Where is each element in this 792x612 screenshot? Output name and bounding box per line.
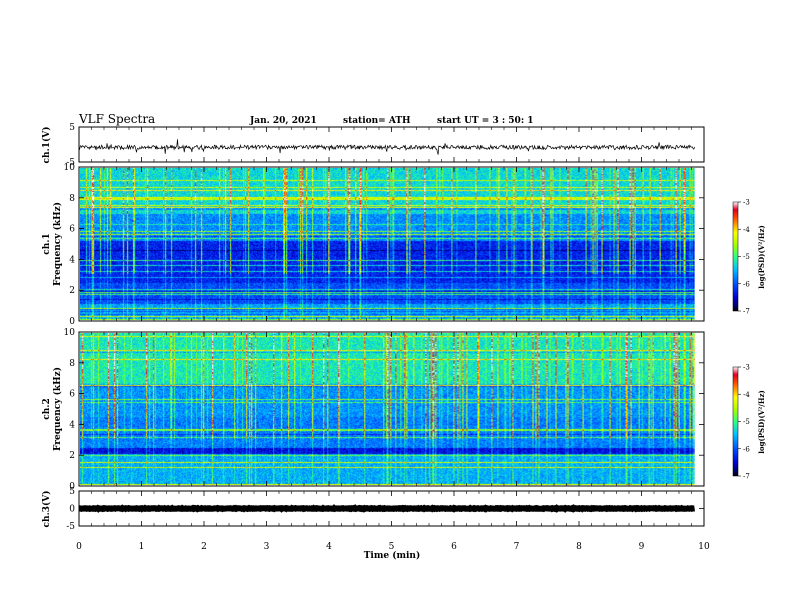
colorbar-tick-label: -5 <box>743 418 750 426</box>
ch1-waveform-trace <box>78 139 695 155</box>
ch1-waveform-ylabel: ch.1(V) <box>41 127 52 164</box>
x-tick-label: 6 <box>451 542 457 552</box>
ch1-colorbar-label: log(PSD)(V²/Hz) <box>757 225 766 289</box>
colorbar-tick-label: -7 <box>743 308 750 316</box>
colorbar-tick-label: -4 <box>743 226 750 234</box>
x-tick-label: 1 <box>139 542 145 552</box>
y-tick-label: 10 <box>64 328 76 338</box>
colorbar-tick-label: -7 <box>743 473 750 481</box>
ch2-spectrogram-ylabel-channel: ch.2 <box>42 398 52 419</box>
y-tick-label: 10 <box>64 163 76 173</box>
colorbar-tick-label: -6 <box>743 280 750 288</box>
y-tick-label: 0 <box>69 482 75 492</box>
x-axis-label: Time (min) <box>364 550 421 561</box>
x-tick-label: 7 <box>514 542 520 552</box>
colorbar-tick-label: -6 <box>743 445 750 453</box>
x-tick-label: 10 <box>698 542 710 552</box>
x-tick-label: 5 <box>389 542 395 552</box>
y-tick-label: 0 <box>69 317 75 327</box>
header-station: station= ATH <box>343 116 411 126</box>
y-tick-label: 8 <box>69 359 75 369</box>
figure-title: VLF Spectra <box>78 112 155 126</box>
x-tick-label: 0 <box>76 542 82 552</box>
ch1-waveform-frame <box>78 126 705 163</box>
y-tick-label: -5 <box>66 158 75 168</box>
ch3-waveform-trace <box>78 504 696 513</box>
colorbar-tick-label: -3 <box>743 364 750 372</box>
x-tick-label: 8 <box>576 542 582 552</box>
y-tick-label: -5 <box>66 522 75 532</box>
ch2-spectrogram-image <box>80 333 695 485</box>
ch1-spectrogram-image <box>80 168 695 320</box>
y-tick-label: 4 <box>69 255 75 265</box>
y-tick-label: 2 <box>69 286 75 296</box>
ch2-colorbar-label: log(PSD)(V²/Hz) <box>757 390 766 454</box>
x-tick-label: 9 <box>639 542 645 552</box>
colorbar-tick-label: -3 <box>743 199 750 207</box>
x-tick-label: 3 <box>264 542 270 552</box>
ch1-spectrogram-ylabel-channel: ch.1 <box>42 233 52 254</box>
colorbar-tick-label: -4 <box>743 391 750 399</box>
header-start-time: start UT = 3 : 50: 1 <box>437 116 534 126</box>
ch3-waveform-ylabel: ch.3(V) <box>41 491 52 528</box>
y-tick-label: 6 <box>69 390 75 400</box>
y-tick-label: 8 <box>69 194 75 204</box>
ch1-spectrogram-ylabel-freq: Frequency (kHz) <box>52 202 63 286</box>
ch1-colorbar <box>732 201 739 312</box>
y-tick-label: 6 <box>69 225 75 235</box>
ch2-colorbar <box>732 366 739 477</box>
colorbar-ticks: -3 -4 -5 -6 -7 -3 -4 -5 -6 -7 <box>738 199 750 481</box>
y-tick-label: 4 <box>69 420 75 430</box>
header-date: Jan. 20, 2021 <box>249 116 317 126</box>
y-tick-label: 5 <box>69 487 75 497</box>
colorbar-tick-label: -5 <box>743 253 750 261</box>
x-tick-label: 2 <box>201 542 207 552</box>
y-tick-label: 5 <box>69 123 75 133</box>
x-tick-label: 4 <box>326 542 332 552</box>
y-tick-label: 0 <box>69 505 75 515</box>
y-tick-label: 2 <box>69 451 75 461</box>
ch2-spectrogram-ylabel-freq: Frequency (kHz) <box>52 367 63 451</box>
